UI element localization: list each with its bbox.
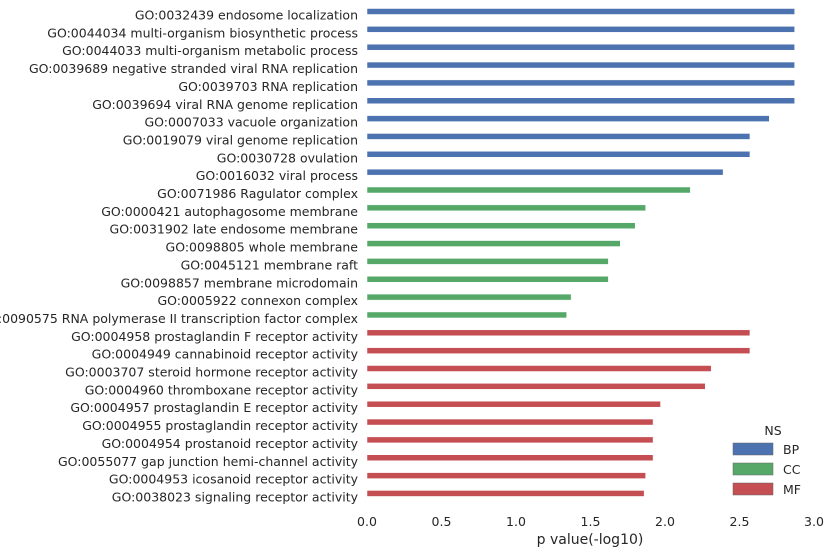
category-label: GO:0004953 icosanoid receptor activity — [109, 472, 359, 487]
bars — [366, 8, 795, 497]
category-label: GO:0004957 prostaglandin E receptor acti… — [70, 400, 358, 415]
x-tick-label: 0.0 — [357, 514, 377, 529]
bar — [366, 311, 567, 319]
legend-label: BP — [783, 442, 800, 457]
bar — [366, 472, 646, 479]
category-label: GO:0071986 Ragulator complex — [157, 186, 358, 201]
bar — [366, 347, 751, 354]
x-tick-label: 2.5 — [730, 514, 750, 529]
category-label: GO:0004954 prostanoid receptor activity — [102, 436, 359, 451]
category-label: GO:0004958 prostaglandin F receptor acti… — [71, 329, 359, 344]
bar — [366, 133, 751, 140]
category-label: GO:0044033 multi-organism metabolic proc… — [62, 43, 358, 58]
x-axis-title: p value(-log10) — [537, 532, 644, 548]
bar — [366, 151, 751, 158]
bar — [366, 8, 795, 15]
bar — [366, 97, 795, 104]
bar — [366, 26, 795, 33]
category-label: GO:0055077 gap junction hemi-channel act… — [58, 454, 359, 469]
x-tick-labels: 0.0 0.5 1.0 1.5 2.0 2.5 3.0 — [357, 514, 824, 529]
category-labels: GO:0032439 endosome localization GO:00440… — [0, 8, 359, 505]
bar — [366, 383, 706, 390]
category-label: GO:0044034 multi-organism biosynthetic p… — [47, 25, 358, 40]
bar — [366, 490, 645, 497]
category-label: GO:0090575 RNA polymerase II transcripti… — [0, 311, 358, 326]
category-label: GO:0031902 late endosome membrane — [110, 222, 359, 237]
bar — [366, 204, 646, 212]
bar — [366, 454, 654, 461]
category-label: GO:0004960 thromboxane receptor activity — [85, 382, 359, 397]
category-label: GO:0003707 steroid hormone receptor acti… — [65, 365, 358, 380]
bar — [366, 418, 654, 426]
legend-label: MF — [783, 482, 801, 497]
bar — [366, 43, 795, 51]
category-label: GO:0004949 cannabinoid receptor activity — [92, 347, 359, 362]
legend: NS BP CC MF — [732, 423, 801, 497]
x-tick-label: 1.0 — [506, 514, 526, 529]
bar — [366, 168, 724, 176]
category-label: GO:0016032 viral process — [196, 168, 358, 183]
category-label: GO:0000421 autophagosome membrane — [101, 204, 358, 219]
bar — [366, 258, 609, 265]
category-label: GO:0039689 negative stranded viral RNA r… — [29, 61, 358, 76]
category-label: GO:0032439 endosome localization — [135, 8, 358, 23]
legend-swatch — [732, 462, 774, 476]
category-label: GO:0039703 RNA replication — [178, 79, 358, 94]
x-tick-label: 0.5 — [432, 514, 452, 529]
legend-swatch — [732, 442, 774, 456]
category-label: GO:0045121 membrane raft — [181, 257, 359, 272]
bar — [366, 115, 770, 122]
bar — [366, 222, 636, 229]
bar — [366, 436, 654, 444]
category-label: GO:0005922 connexon complex — [157, 293, 358, 308]
category-label: GO:0098805 whole membrane — [166, 240, 359, 255]
x-tick-label: 1.5 — [581, 514, 601, 529]
bar — [366, 400, 661, 408]
bar — [366, 240, 621, 247]
legend-swatch — [732, 482, 774, 496]
category-label: GO:0098857 membrane microdomain — [121, 275, 358, 290]
category-label: GO:0038023 signaling receptor activity — [112, 489, 359, 504]
x-tick-label: 2.0 — [655, 514, 675, 529]
legend-title: NS — [764, 423, 781, 438]
bar — [366, 186, 691, 194]
category-label: GO:0039694 viral RNA genome replication — [92, 97, 358, 112]
bar — [366, 365, 712, 372]
category-label: GO:0004955 prostaglandin receptor activi… — [82, 418, 358, 433]
category-label: GO:0030728 ovulation — [217, 150, 358, 165]
legend-label: CC — [783, 462, 801, 477]
bar — [366, 276, 609, 283]
bar — [366, 293, 572, 301]
bar — [366, 329, 751, 337]
bar — [366, 61, 795, 69]
x-tick-label: 3.0 — [804, 514, 824, 529]
bar — [366, 79, 795, 87]
category-label: GO:0019079 viral genome replication — [123, 132, 358, 147]
category-label: GO:0007033 vacuole organization — [144, 115, 358, 130]
